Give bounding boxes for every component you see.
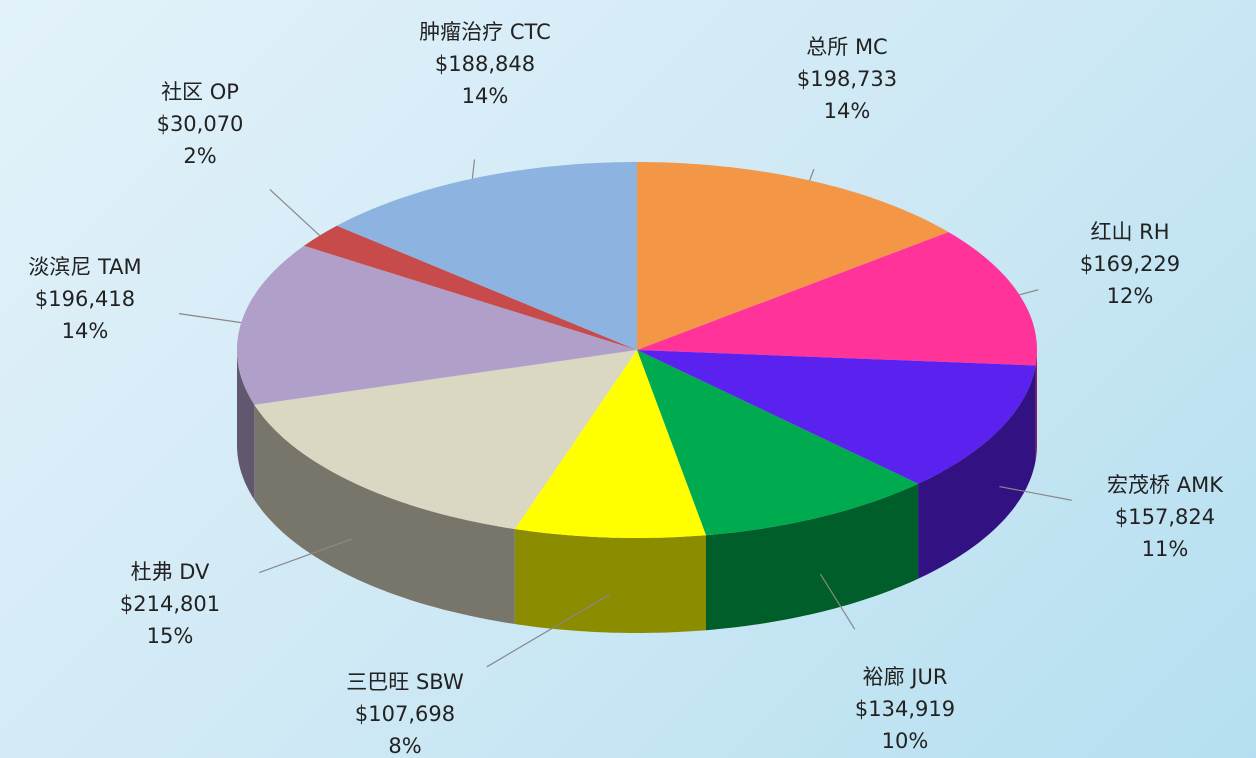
value-label: $214,801: [120, 592, 220, 616]
percent-label: 14%: [62, 319, 109, 343]
slice: [237, 245, 637, 405]
leader-line: [269, 188, 321, 236]
category-label: 淡滨尼 TAM: [28, 255, 141, 279]
value-label: $134,919: [855, 697, 955, 721]
leader-line: [809, 168, 815, 181]
value-label: $196,418: [35, 287, 135, 311]
value-label: $169,229: [1080, 252, 1180, 276]
slice-side: [237, 350, 255, 500]
percent-label: 8%: [388, 734, 421, 758]
percent-label: 12%: [1107, 284, 1154, 308]
category-label: 红山 RH: [1090, 220, 1169, 244]
leader-line: [999, 485, 1072, 501]
value-label: $198,733: [797, 67, 897, 91]
leader-line: [178, 313, 242, 324]
slice: [304, 225, 637, 350]
slice: [336, 162, 637, 350]
category-label: 裕廊 JUR: [863, 665, 948, 689]
slice: [637, 162, 949, 350]
slice: [514, 350, 706, 538]
category-label: 肿瘤治疗 CTC: [419, 20, 551, 44]
value-label: $107,698: [355, 702, 455, 726]
leader-line: [1019, 289, 1039, 296]
value-label: $30,070: [157, 112, 244, 136]
value-label: $188,848: [435, 52, 535, 76]
category-label: 社区 OP: [161, 80, 239, 104]
leader-line: [819, 573, 856, 630]
leader-line: [486, 594, 610, 668]
category-label: 三巴旺 SBW: [346, 670, 464, 694]
slice: [637, 350, 919, 536]
slice-side: [706, 483, 919, 631]
slice-side: [1035, 350, 1037, 461]
value-label: $157,824: [1115, 505, 1215, 529]
percent-label: 2%: [183, 144, 216, 168]
slice-side: [918, 365, 1036, 579]
slice: [254, 350, 638, 529]
percent-label: 15%: [147, 624, 194, 648]
leader-line: [471, 159, 476, 179]
leader-line: [259, 538, 353, 574]
slice: [637, 232, 1037, 366]
percent-label: 10%: [882, 729, 929, 753]
category-label: 杜弗 DV: [131, 560, 210, 584]
category-label: 宏茂桥 AMK: [1107, 473, 1224, 497]
percent-label: 14%: [462, 84, 509, 108]
slice-side: [254, 404, 515, 624]
percent-label: 14%: [824, 99, 871, 123]
slice-side: [514, 529, 706, 633]
percent-label: 11%: [1142, 537, 1189, 561]
category-label: 总所 MC: [806, 35, 887, 59]
slice: [637, 350, 1036, 484]
